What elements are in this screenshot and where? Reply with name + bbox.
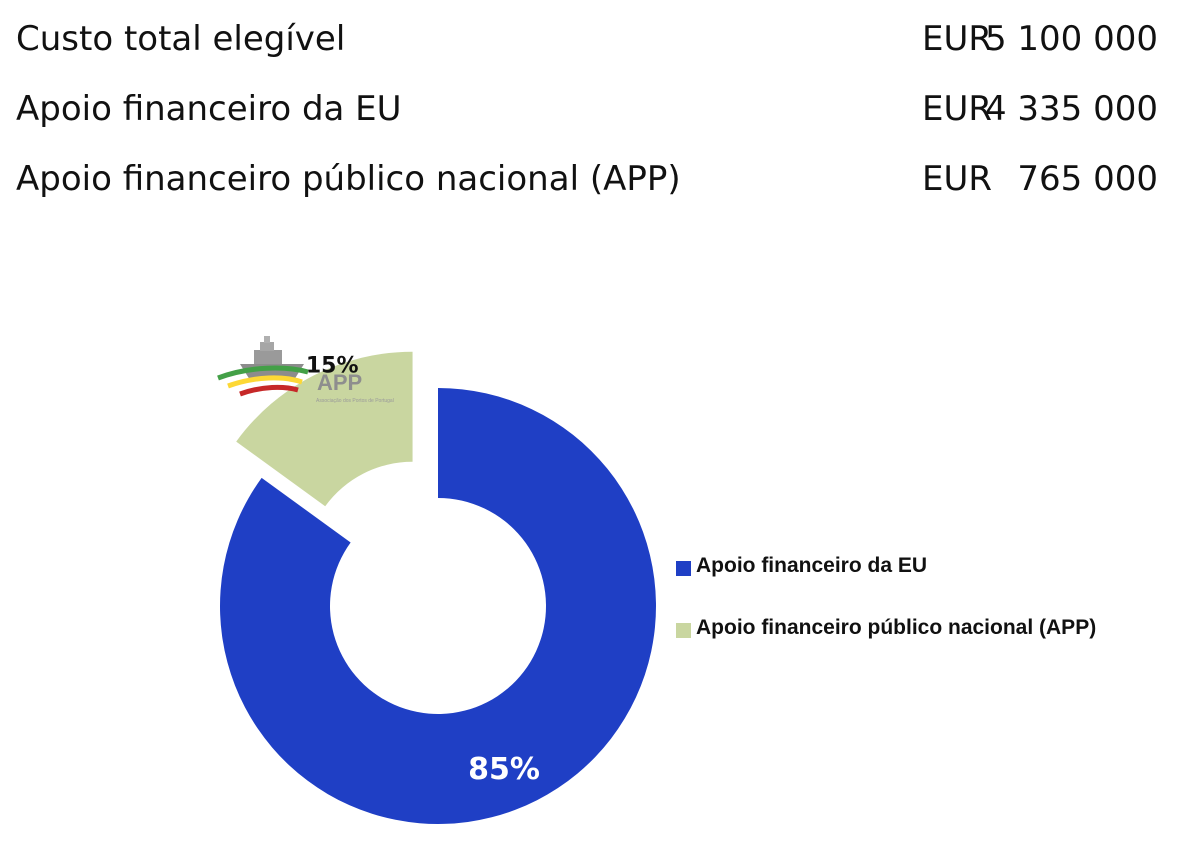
cost-summary-table: Custo total elegível EUR 5 100 000 Apoio… [16, 14, 1164, 224]
legend-swatch [676, 561, 691, 576]
cost-row-total: Custo total elegível EUR 5 100 000 [16, 14, 1164, 84]
logo-subtext: Associação dos Portos de Portugal [316, 398, 394, 404]
cost-label: Apoio financeiro público nacional (APP) [16, 159, 681, 199]
cost-label: Custo total elegível [16, 19, 346, 59]
slice-label-national: 15% [306, 353, 359, 378]
cost-row-eu: Apoio financeiro da EU EUR 4 335 000 [16, 84, 1164, 154]
cost-row-national: Apoio financeiro público nacional (APP) … [16, 154, 1164, 224]
cost-value: 765 000 [1017, 159, 1158, 199]
cost-label: Apoio financeiro da EU [16, 89, 402, 129]
cost-currency: EUR [922, 19, 992, 59]
logo-text: APP [317, 370, 362, 395]
slice-eu-support [220, 388, 657, 824]
app-logo: APP Associação dos Portos de Portugal [217, 336, 394, 404]
ship-icon [217, 336, 309, 397]
cost-currency: EUR [922, 89, 992, 129]
cost-currency: EUR [922, 159, 992, 199]
legend-swatch [676, 623, 691, 638]
slice-label-eu: 85% [468, 752, 540, 787]
slice-national-support [236, 351, 413, 507]
legend-label: Apoio financeiro público nacional (APP) [696, 616, 1097, 639]
cost-value: 5 100 000 [984, 19, 1158, 59]
legend-label: Apoio financeiro da EU [696, 554, 928, 577]
donut-chart: APP Associação dos Portos de Portugal 85… [217, 336, 657, 824]
cost-value: 4 335 000 [984, 89, 1158, 129]
